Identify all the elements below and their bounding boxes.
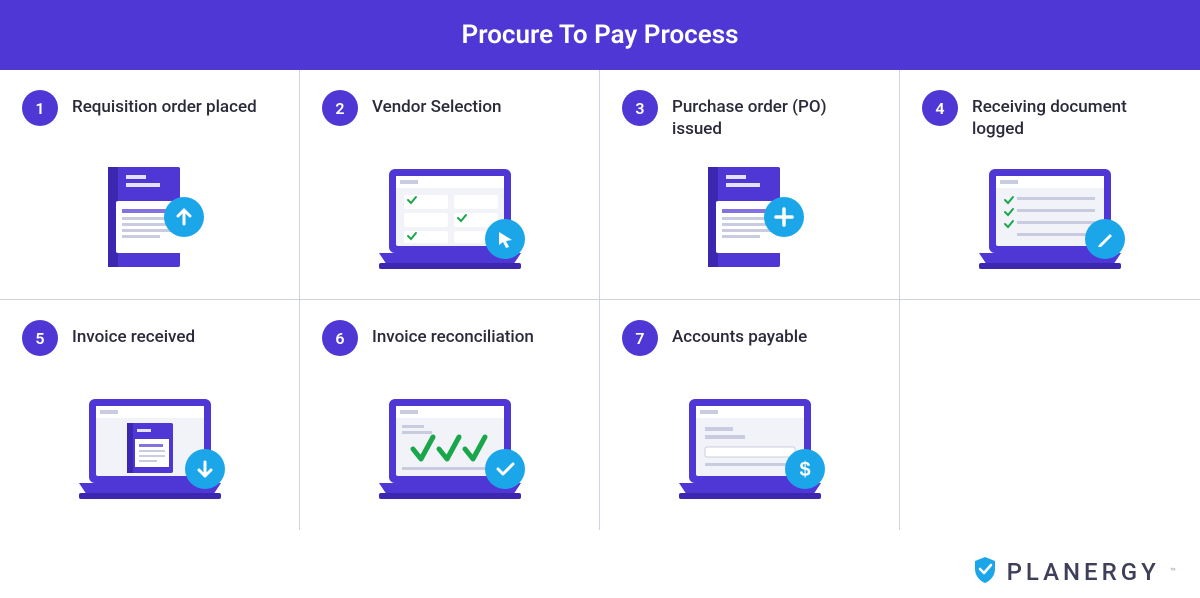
step-label: Invoice received [72,320,195,348]
step-illustration [322,150,577,291]
step-label: Vendor Selection [372,90,501,118]
process-step: 5 Invoice received [0,300,300,530]
step-number-badge: 4 [922,90,958,126]
process-step: 4 Receiving document logged [900,70,1200,300]
brand-name: PLANERGY [1007,558,1160,586]
step-illustration [22,150,277,291]
step-label: Accounts payable [672,320,807,348]
step-header: 6 Invoice reconciliation [322,320,577,380]
step-header: 4 Receiving document logged [922,90,1178,150]
step-label: Requisition order placed [72,90,257,118]
svg-text:$: $ [799,459,810,481]
step-label: Invoice reconciliation [372,320,534,348]
process-grid: 1 Requisition order placed 2 Vendor Sele… [0,70,1200,530]
step-number-badge: 5 [22,320,58,356]
step-header: 2 Vendor Selection [322,90,577,150]
step-illustration [922,150,1178,291]
step-number-badge: 7 [622,320,658,356]
process-step: 3 Purchase order (PO) issued [600,70,900,300]
shield-icon [973,556,997,588]
process-step: 2 Vendor Selection [300,70,600,300]
empty-cell [900,300,1200,530]
header-banner: Procure To Pay Process [0,0,1200,70]
step-illustration [322,380,577,522]
step-label: Purchase order (PO) issued [672,90,877,140]
step-number-badge: 6 [322,320,358,356]
step-header: 7 Accounts payable [622,320,877,380]
step-label: Receiving document logged [972,90,1178,140]
step-header: 3 Purchase order (PO) issued [622,90,877,150]
step-illustration [22,380,277,522]
step-header: 5 Invoice received [22,320,277,380]
step-number-badge: 1 [22,90,58,126]
step-illustration [622,150,877,291]
step-header: 1 Requisition order placed [22,90,277,150]
step-number-badge: 3 [622,90,658,126]
brand-footer: PLANERGY ™ [973,556,1176,588]
process-step: 7 Accounts payable $ [600,300,900,530]
step-illustration: $ [622,380,877,522]
step-number-badge: 2 [322,90,358,126]
trademark-symbol: ™ [1170,567,1176,578]
page-title: Procure To Pay Process [462,20,739,50]
process-step: 6 Invoice reconciliation [300,300,600,530]
process-step: 1 Requisition order placed [0,70,300,300]
